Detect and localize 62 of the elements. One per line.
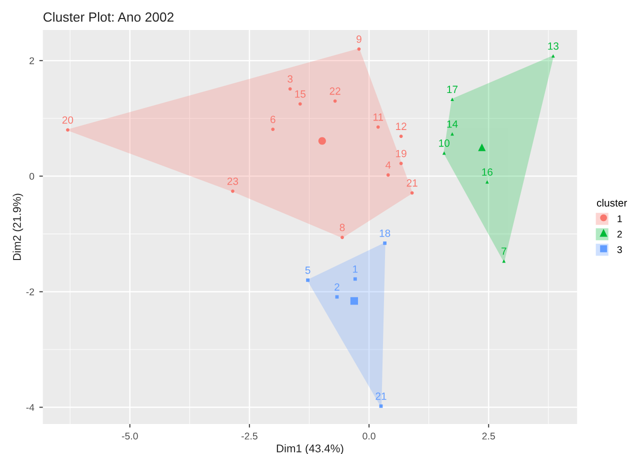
- annotation: 21: [406, 179, 418, 187]
- x-tick-label: -2.5: [242, 432, 258, 440]
- annotation: 14: [447, 120, 458, 128]
- point: [485, 180, 489, 184]
- point: [386, 173, 390, 177]
- point: [350, 297, 358, 305]
- legend-label: 3: [617, 246, 622, 254]
- x-tick-label: 2.5: [482, 432, 495, 440]
- point: [271, 128, 275, 132]
- point: [551, 54, 555, 58]
- legend-label: 1: [618, 215, 622, 222]
- annotation: 3: [288, 75, 293, 83]
- annotation: 16: [482, 168, 492, 176]
- annotation: 9: [356, 35, 362, 43]
- x-tick-label: 0.0: [362, 432, 376, 440]
- annotation: 4: [386, 162, 391, 169]
- point: [410, 191, 414, 195]
- point: [288, 87, 292, 91]
- chart-title: Cluster Plot: Ano 2002: [44, 12, 174, 22]
- y-tick-label: 2: [30, 57, 34, 64]
- point: [442, 151, 446, 155]
- point: [340, 236, 344, 240]
- point: [450, 98, 454, 102]
- annotation: 10: [439, 139, 450, 147]
- annotation: 23: [227, 178, 238, 185]
- point: [383, 241, 387, 245]
- annotation: 5: [305, 266, 310, 274]
- legend-label: 2: [617, 230, 622, 238]
- point: [318, 137, 326, 145]
- annotation: 22: [330, 87, 340, 95]
- y-tick-label: 0: [29, 172, 34, 180]
- point: [502, 259, 506, 263]
- annotation: 1: [353, 266, 358, 273]
- point: [379, 404, 383, 408]
- point: [66, 128, 70, 132]
- y-tick-label: -4: [26, 404, 34, 411]
- annotation: 12: [396, 122, 406, 130]
- y-axis-title: Dim2 (21.9%): [12, 194, 24, 260]
- annotation: 19: [396, 150, 406, 158]
- point: [306, 278, 310, 282]
- point: [353, 277, 357, 281]
- point: [399, 162, 403, 166]
- point: [335, 295, 339, 299]
- point: [376, 125, 380, 129]
- annotation: 20: [62, 116, 74, 124]
- point: [399, 134, 403, 138]
- annotation: 17: [447, 86, 458, 93]
- point: [298, 102, 302, 106]
- annotation: 15: [295, 90, 306, 98]
- annotation: 2: [334, 283, 340, 291]
- annotation: 6: [270, 116, 276, 124]
- annotation: 13: [548, 42, 558, 50]
- point: [478, 143, 486, 152]
- annotation: 18: [380, 230, 390, 237]
- annotation: 11: [374, 114, 384, 121]
- y-tick-label: -2: [26, 288, 34, 296]
- x-tick-label: -5.0: [122, 432, 138, 440]
- point: [231, 189, 234, 193]
- annotation: 7: [502, 248, 506, 255]
- annotation: 8: [340, 224, 345, 232]
- legend-title: cluster: [596, 198, 628, 207]
- annotation: 21: [376, 392, 386, 400]
